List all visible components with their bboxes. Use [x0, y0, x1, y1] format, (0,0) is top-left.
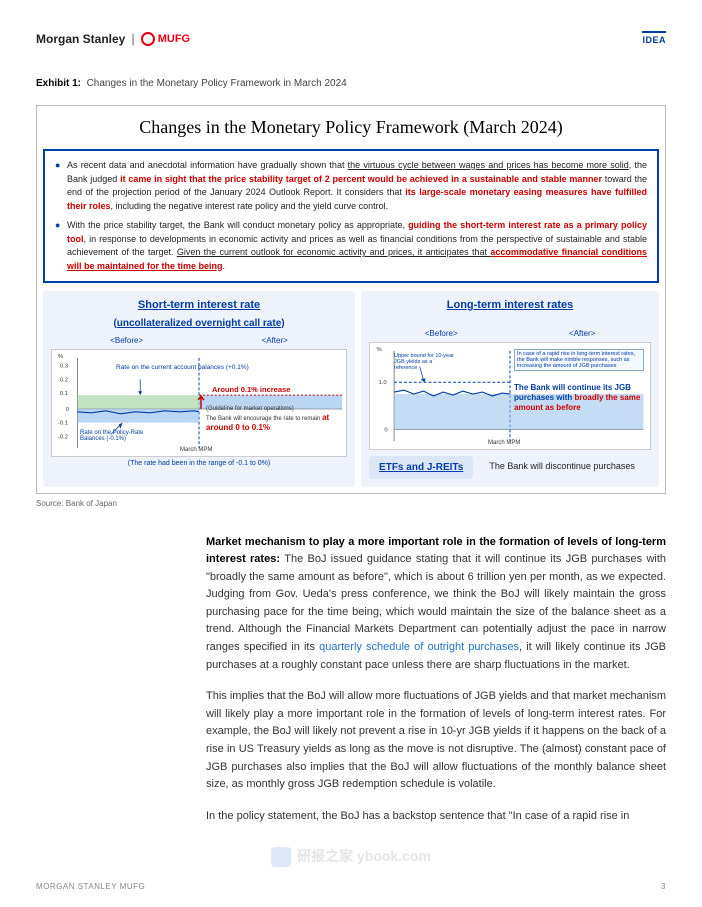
- header-brand: Morgan Stanley | MUFG: [36, 30, 190, 48]
- bullet-1: As recent data and anecdotal information…: [55, 159, 647, 213]
- before-after-row-long: <Before> <After>: [369, 328, 651, 340]
- label-after: <After>: [262, 335, 288, 347]
- long-xaxis-label: March MPM: [488, 439, 520, 448]
- exhibit-text: Changes in the Monetary Policy Framework…: [87, 78, 347, 89]
- mufg-logo: MUFG: [141, 31, 190, 48]
- short-xaxis-label: March MPM: [180, 446, 212, 455]
- note-continue: The Bank will continue its JGB purchases…: [514, 383, 644, 413]
- note-rapid-rise: In case of a rapid rise in long-term int…: [514, 349, 644, 372]
- svg-text:0: 0: [66, 406, 70, 412]
- idea-badge: IDEA: [642, 31, 666, 48]
- long-term-chart: % 1.0 0 Upper bound for 10-year JGB yi: [369, 342, 651, 450]
- page: Morgan Stanley | MUFG IDEA Exhibit 1: Ch…: [0, 0, 702, 907]
- short-term-title: Short-term interest rate: [51, 297, 347, 314]
- watermark: 研报之家 ybook.com: [271, 846, 431, 867]
- note-guideline: (Guideline for market operations) The Ba…: [206, 406, 346, 434]
- short-term-footnote: (The rate had been in the range of -0.1 …: [51, 459, 347, 470]
- etf-row: ETFs and J-REITs The Bank will discontin…: [369, 456, 651, 479]
- svg-text:0.3: 0.3: [60, 363, 69, 369]
- etf-text: The Bank will discontinue purchases: [479, 456, 651, 479]
- paragraph-1: Market mechanism to play a more importan…: [206, 534, 666, 675]
- svg-text:0.1: 0.1: [60, 391, 68, 397]
- note-upper-bound: Upper bound for 10-year JGB yields as a …: [394, 353, 454, 371]
- chart-panels-row: Short-term interest rate (uncollateraliz…: [43, 291, 659, 487]
- svg-text:0.2: 0.2: [60, 377, 68, 383]
- exhibit-caption: Exhibit 1: Changes in the Monetary Polic…: [36, 76, 666, 91]
- brand-morgan-stanley: Morgan Stanley: [36, 30, 125, 48]
- short-term-subtitle: (uncollateralized overnight call rate): [51, 316, 347, 331]
- long-term-panel: Long-term interest rates <Before> <After…: [361, 291, 659, 487]
- svg-text:-0.2: -0.2: [58, 434, 68, 440]
- paragraph-3: In the policy statement, the BoJ has a b…: [206, 808, 666, 826]
- before-after-row: <Before> <After>: [51, 335, 347, 347]
- body-text: Market mechanism to play a more importan…: [206, 534, 666, 826]
- brand-mufg: MUFG: [158, 31, 190, 48]
- short-term-panel: Short-term interest rate (uncollateraliz…: [43, 291, 355, 487]
- svg-text:%: %: [58, 353, 64, 359]
- mufg-circle-icon: [141, 32, 155, 46]
- watermark-badge-icon: [271, 847, 291, 867]
- note-policy-rate: Rate on the Policy-Rate Balances (-0.1%): [80, 430, 150, 443]
- etf-label: ETFs and J-REITs: [369, 456, 473, 479]
- label-after-long: <After>: [569, 328, 595, 340]
- svg-text:1.0: 1.0: [379, 380, 388, 386]
- note-increase: Around 0.1% increase: [212, 384, 290, 395]
- short-term-chart: % 0.3 0.2 0.1 0 -0.1 -0.2: [51, 349, 347, 457]
- infographic-title: Changes in the Monetary Policy Framework…: [43, 114, 659, 141]
- label-before-long: <Before>: [425, 328, 458, 340]
- paragraph-2: This implies that the BoJ will allow mor…: [206, 688, 666, 794]
- label-before: <Before>: [110, 335, 143, 347]
- footer-page-number: 3: [661, 881, 666, 893]
- page-footer: MORGAN STANLEY MUFG 3: [36, 881, 666, 893]
- svg-text:-0.1: -0.1: [58, 420, 68, 426]
- exhibit-number: Exhibit 1:: [36, 78, 81, 89]
- svg-text:%: %: [377, 346, 383, 352]
- summary-bullets: As recent data and anecdotal information…: [43, 149, 659, 283]
- watermark-text: 研报之家 ybook.com: [297, 846, 431, 867]
- note-account-balance: Rate on the current account balances (+0…: [116, 364, 249, 371]
- footer-left: MORGAN STANLEY MUFG: [36, 881, 145, 893]
- infographic-panel: Changes in the Monetary Policy Framework…: [36, 105, 666, 494]
- bullet-2: With the price stability target, the Ban…: [55, 219, 647, 273]
- page-header: Morgan Stanley | MUFG IDEA: [36, 30, 666, 48]
- long-term-title: Long-term interest rates: [369, 297, 651, 314]
- svg-text:0: 0: [384, 427, 388, 433]
- link-quarterly-schedule[interactable]: quarterly schedule of outright purchases: [319, 641, 519, 653]
- source-note: Source: Bank of Japan: [36, 498, 666, 510]
